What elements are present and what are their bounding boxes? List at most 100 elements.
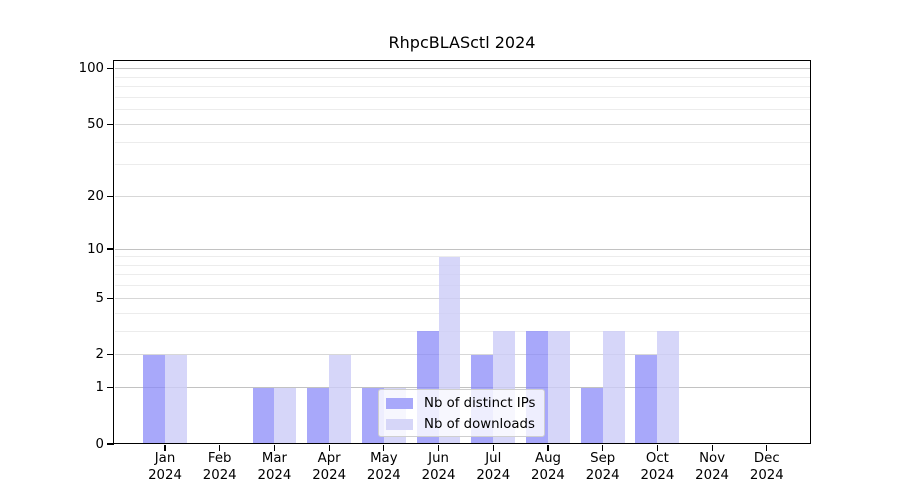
x-axis-tick	[328, 444, 330, 451]
x-tick-label: Jul 2024	[465, 451, 521, 484]
bar-downloads-apr	[329, 354, 352, 444]
x-tick-month: Jun	[428, 451, 449, 466]
x-tick-year: 2024	[421, 467, 456, 483]
x-tick-month: May	[370, 451, 398, 466]
y-minor-gridline	[114, 330, 810, 332]
x-tick-label: Nov 2024	[684, 451, 740, 484]
y-tick-label: 20	[87, 188, 104, 204]
y-tick-label: 1	[95, 380, 104, 396]
y-axis-tick	[107, 443, 114, 445]
y-minor-gridline	[114, 164, 810, 166]
y-major-gridline	[114, 354, 810, 356]
x-tick-year: 2024	[749, 467, 784, 483]
legend-label-downloads: Nb of downloads	[424, 417, 535, 432]
y-minor-gridline	[114, 264, 810, 266]
y-axis-tick	[107, 248, 114, 250]
y-axis-tick	[107, 297, 114, 299]
y-minor-gridline	[114, 274, 810, 276]
y-axis-tick	[107, 123, 114, 125]
y-major-gridline	[114, 195, 810, 197]
x-axis-tick	[602, 444, 604, 451]
bar-downloads-jan	[165, 354, 187, 444]
x-tick-label: May 2024	[356, 451, 412, 484]
x-tick-year: 2024	[366, 467, 401, 483]
x-axis-tick	[492, 444, 494, 451]
y-tick-label: 2	[95, 347, 104, 363]
x-tick-label: Jun 2024	[411, 451, 467, 484]
x-tick-month: Aug	[534, 451, 561, 466]
bar-downloads-mar	[274, 387, 297, 444]
y-tick-label: 5	[95, 290, 104, 306]
x-tick-year: 2024	[531, 467, 565, 483]
y-axis-tick	[107, 68, 114, 70]
x-axis-tick	[273, 444, 275, 451]
x-tick-year: 2024	[585, 467, 620, 483]
legend-swatch-downloads	[386, 419, 413, 430]
y-tick-label: 100	[78, 61, 104, 77]
x-tick-month: Dec	[753, 451, 780, 466]
y-minor-gridline	[114, 96, 810, 98]
x-tick-label: Mar 2024	[246, 451, 302, 484]
y-axis-tick	[107, 354, 114, 356]
x-tick-month: Apr	[317, 451, 341, 466]
x-tick-year: 2024	[148, 467, 182, 483]
y-major-gridline	[114, 123, 810, 125]
x-axis-tick	[383, 444, 385, 451]
x-axis-tick	[219, 444, 221, 451]
x-axis-tick	[656, 444, 658, 451]
y-axis-tick	[107, 195, 114, 198]
x-tick-label: Aug 2024	[520, 451, 576, 484]
y-minor-gridline	[114, 86, 810, 88]
x-tick-label: Jan 2024	[137, 451, 193, 484]
x-tick-year: 2024	[202, 467, 237, 483]
x-axis-tick	[766, 444, 768, 451]
y-minor-gridline	[114, 141, 810, 143]
bar-distinct-ips-mar	[252, 387, 275, 444]
x-axis-tick	[547, 444, 549, 451]
y-major-gridline	[114, 387, 810, 389]
y-tick-label: 10	[87, 241, 104, 257]
x-tick-year: 2024	[312, 467, 347, 483]
y-minor-gridline	[114, 312, 810, 314]
bar-downloads-oct	[657, 331, 680, 444]
y-minor-gridline	[114, 76, 810, 78]
x-tick-month: Feb	[207, 451, 232, 466]
x-tick-month: Jul	[485, 451, 502, 466]
bar-downloads-aug	[547, 331, 570, 444]
x-tick-month: Sep	[590, 451, 616, 466]
chart-title: RhpcBLASctl 2024	[388, 33, 536, 52]
x-axis-tick	[164, 444, 166, 451]
legend: Nb of distinct IPs Nb of downloads	[378, 389, 545, 437]
y-major-gridline	[114, 297, 810, 299]
bar-distinct-ips-jan	[143, 354, 165, 444]
y-minor-gridline	[114, 285, 810, 287]
y-tick-label: 50	[87, 116, 104, 132]
y-minor-gridline	[114, 256, 810, 258]
y-major-gridline	[114, 68, 810, 70]
bar-distinct-ips-sep	[580, 387, 603, 444]
x-tick-month: Oct	[645, 451, 669, 466]
x-axis-tick	[711, 444, 713, 451]
y-axis-tick	[107, 387, 114, 389]
bar-distinct-ips-apr	[307, 387, 330, 444]
y-tick-label: 0	[95, 436, 104, 452]
x-tick-month: Mar	[261, 451, 287, 466]
x-tick-label: Oct 2024	[629, 451, 685, 484]
x-tick-label: Dec 2024	[739, 451, 795, 484]
legend-label-distinct-ips: Nb of distinct IPs	[424, 396, 536, 411]
bar-downloads-sep	[602, 331, 625, 444]
x-tick-month: Nov	[699, 451, 726, 466]
legend-item-distinct-ips: Nb of distinct IPs	[386, 393, 536, 414]
x-tick-month: Jan	[154, 451, 176, 466]
x-tick-year: 2024	[695, 467, 730, 483]
x-tick-label: Sep 2024	[575, 451, 631, 484]
x-axis-tick	[437, 444, 440, 451]
legend-item-downloads: Nb of downloads	[386, 414, 536, 435]
x-tick-label: Apr 2024	[301, 451, 357, 484]
legend-swatch-distinct-ips	[386, 398, 413, 409]
x-tick-label: Feb 2024	[192, 451, 248, 484]
bar-distinct-ips-oct	[635, 354, 658, 444]
